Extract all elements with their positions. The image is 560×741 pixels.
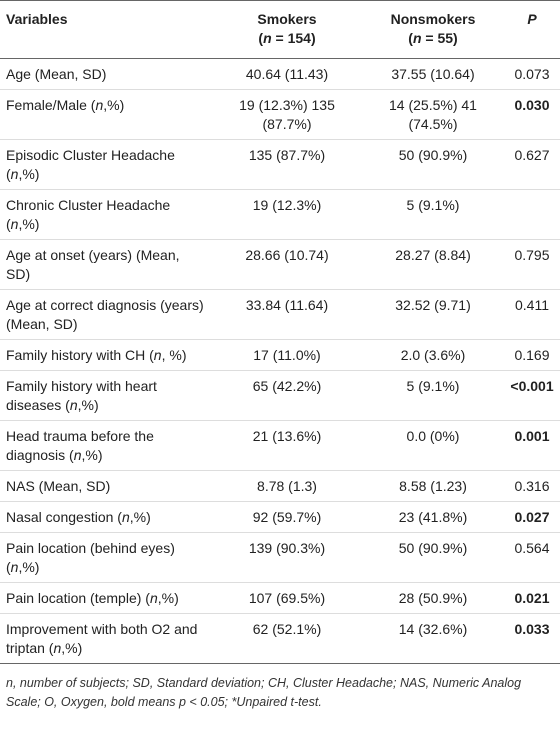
variable-cell: NAS (Mean, SD)	[6, 478, 111, 494]
smokers-cell: 28.66 (10.74)	[245, 247, 329, 263]
nonsmokers-cell: 50 (90.9%)	[398, 540, 468, 556]
variable-cell: Improvement with both O2 and triptan (n,…	[6, 621, 198, 656]
nonsmokers-cell: 28 (50.9%)	[398, 590, 468, 606]
smokers-cell: 92 (59.7%)	[252, 509, 322, 525]
p-cell: 0.030	[514, 97, 550, 113]
table-row: Episodic Cluster Headache (n,%) 135 (87.7…	[0, 140, 560, 190]
smokers-cell: 17 (11.0%)	[253, 347, 321, 363]
p-cell	[504, 190, 560, 240]
variable-cell: Age at onset (years) (Mean, SD)	[6, 247, 180, 282]
table-row: NAS (Mean, SD) 8.78 (1.3) 8.58 (1.23) 0.316	[0, 471, 560, 502]
table-row: Age (Mean, SD) 40.64 (11.43) 37.55 (10.64)…	[0, 59, 560, 90]
table-row: Female/Male (n,%) 19 (12.3%) 135 (87.7%) 1…	[0, 90, 560, 140]
p-cell: 0.021	[514, 590, 550, 606]
nonsmokers-cell: 37.55 (10.64)	[391, 66, 475, 82]
p-cell: 0.316	[514, 478, 550, 494]
smokers-cell: 139 (90.3%)	[248, 540, 326, 556]
header-line: Smokers	[257, 11, 317, 27]
p-cell: 0.627	[514, 147, 550, 163]
variable-cell: Family history with CH (n, %)	[6, 347, 187, 363]
smokers-cell: 107 (69.5%)	[248, 590, 326, 606]
variable-cell: Pain location (behind eyes) (n,%)	[6, 540, 175, 575]
nonsmokers-cell: 8.58 (1.23)	[399, 478, 467, 494]
nonsmokers-cell: 23 (41.8%)	[398, 509, 468, 525]
p-cell: 0.027	[514, 509, 550, 525]
smokers-cell: 8.78 (1.3)	[257, 478, 317, 494]
p-cell: <0.001	[510, 378, 554, 394]
smokers-cell: 19 (12.3%) 135 (87.7%)	[239, 97, 335, 132]
data-table: Variables Smokers (n = 154) Nonsmokers (n = …	[0, 0, 560, 664]
header-line: Nonsmokers	[390, 11, 476, 27]
table-row: Pain location (temple) (n,%) 107 (69.5%) 2…	[0, 583, 560, 614]
table-row: Pain location (behind eyes) (n,%) 139 (90…	[0, 533, 560, 583]
header-line: (n = 154)	[258, 30, 316, 46]
table-row: Age at onset (years) (Mean, SD) 28.66 (10…	[0, 240, 560, 290]
smokers-cell: 19 (12.3%)	[252, 197, 322, 213]
variable-cell: Age at correct diagnosis (years) (Mean, …	[6, 297, 204, 332]
variable-cell: Age (Mean, SD)	[6, 66, 107, 82]
nonsmokers-cell: 32.52 (9.71)	[395, 297, 471, 313]
footnote: n, number of subjects; SD, Standard devi…	[6, 676, 522, 709]
header-cell: Variables	[6, 11, 68, 27]
p-cell: 0.073	[514, 66, 550, 82]
smokers-cell: 65 (42.2%)	[252, 378, 322, 394]
header-row: Variables Smokers (n = 154) Nonsmokers (n = …	[0, 0, 560, 59]
variable-cell: Nasal congestion (n,%)	[6, 509, 151, 525]
p-cell: 0.564	[514, 540, 550, 556]
variable-cell: Episodic Cluster Headache (n,%)	[6, 147, 175, 182]
table-row: Nasal congestion (n,%) 92 (59.7%) 23 (41.8…	[0, 502, 560, 533]
nonsmokers-cell: 50 (90.9%)	[398, 147, 468, 163]
smokers-cell: 40.64 (11.43)	[245, 66, 329, 82]
variable-cell: Head trauma before the diagnosis (n,%)	[6, 428, 154, 463]
p-cell: 0.169	[514, 347, 550, 363]
header-cell: P	[527, 11, 537, 27]
variable-cell: Family history with heart diseases (n,%)	[6, 378, 157, 413]
nonsmokers-cell: 0.0 (0%)	[406, 428, 460, 444]
nonsmokers-cell: 5 (9.1%)	[406, 197, 460, 213]
table-row: Family history with CH (n, %) 17 (11.0%) 2…	[0, 340, 560, 371]
header-cell: Nonsmokers (n = 55)	[362, 1, 504, 59]
table-row: Improvement with both O2 and triptan (n,…	[0, 614, 560, 664]
smokers-cell: 33.84 (11.64)	[245, 297, 329, 313]
table-row: Chronic Cluster Headache (n,%) 19 (12.3%)…	[0, 190, 560, 240]
smokers-cell: 135 (87.7%)	[248, 147, 326, 163]
table-header: Variables Smokers (n = 154) Nonsmokers (n = …	[0, 0, 560, 59]
nonsmokers-cell: 14 (32.6%)	[398, 621, 468, 637]
smokers-cell: 21 (13.6%)	[252, 428, 322, 444]
table-body: Age (Mean, SD) 40.64 (11.43) 37.55 (10.64)…	[0, 59, 560, 664]
p-cell: 0.001	[514, 428, 550, 444]
table-row: Head trauma before the diagnosis (n,%) 21…	[0, 421, 560, 471]
nonsmokers-cell: 2.0 (3.6%)	[400, 347, 466, 363]
table-row: Family history with heart diseases (n,%)…	[0, 371, 560, 421]
p-cell: 0.033	[514, 621, 550, 637]
header-cell: Smokers (n = 154)	[212, 1, 362, 59]
table-row: Age at correct diagnosis (years) (Mean, …	[0, 290, 560, 340]
variable-cell: Chronic Cluster Headache (n,%)	[6, 197, 171, 232]
variable-cell: Female/Male (n,%)	[6, 97, 125, 113]
smokers-cell: 62 (52.1%)	[252, 621, 322, 637]
nonsmokers-cell: 14 (25.5%) 41 (74.5%)	[389, 97, 477, 132]
header-line: (n = 55)	[408, 30, 458, 46]
p-cell: 0.411	[515, 297, 549, 313]
p-cell: 0.795	[514, 247, 550, 263]
nonsmokers-cell: 5 (9.1%)	[406, 378, 460, 394]
nonsmokers-cell: 28.27 (8.84)	[395, 247, 471, 263]
variable-cell: Pain location (temple) (n,%)	[6, 590, 179, 606]
